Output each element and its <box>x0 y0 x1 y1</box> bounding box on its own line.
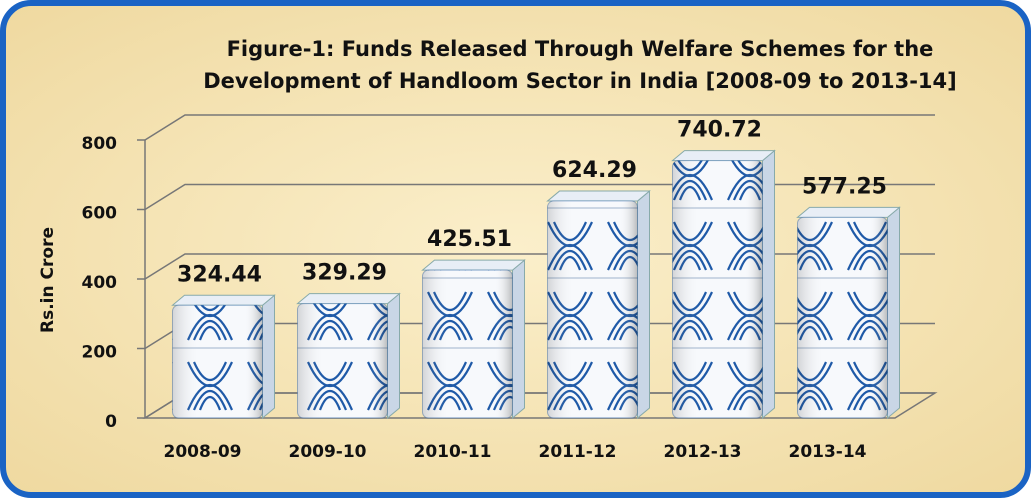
value-label: 324.44 <box>177 262 262 287</box>
bar-side <box>763 151 775 418</box>
chart-title: Figure-1: Funds Released Through Welfare… <box>227 37 934 61</box>
y-tick-label: 200 <box>82 343 118 363</box>
bar-shade <box>673 161 763 418</box>
bar-side <box>513 260 525 418</box>
bar-side <box>388 294 400 418</box>
bar-top <box>298 294 400 304</box>
bar-shade <box>298 304 388 418</box>
value-label: 577.25 <box>802 174 887 199</box>
x-tick-label: 2010-11 <box>413 442 491 462</box>
bar-side <box>263 295 275 418</box>
bar-shade <box>548 201 638 418</box>
bar-side <box>888 207 900 418</box>
bar-top <box>423 260 525 270</box>
y-tick-label: 400 <box>82 273 118 293</box>
bar-shade <box>798 217 888 418</box>
x-tick-label: 2013-14 <box>788 442 866 462</box>
bar-side <box>638 191 650 418</box>
chart: Figure-1: Funds Released Through Welfare… <box>0 0 1031 498</box>
value-label: 425.51 <box>427 227 512 252</box>
chart-title: Development of Handloom Sector in India … <box>203 69 956 93</box>
value-label: 329.29 <box>302 261 387 286</box>
bar-top <box>548 191 650 201</box>
y-tick-label: 0 <box>105 412 117 432</box>
bar-shade <box>423 270 513 418</box>
y-tick-label: 800 <box>82 134 118 154</box>
bar-shade <box>173 305 263 418</box>
x-tick-label: 2012-13 <box>663 442 741 462</box>
y-axis-label: Rs.in Crore <box>38 227 58 333</box>
x-tick-label: 2009-10 <box>288 442 366 462</box>
value-label: 624.29 <box>552 158 637 183</box>
x-tick-label: 2011-12 <box>538 442 616 462</box>
bar-top <box>673 151 775 161</box>
bar-top <box>173 295 275 305</box>
y-tick-label: 600 <box>82 204 118 224</box>
value-label: 740.72 <box>677 118 762 143</box>
bar-top <box>798 207 900 217</box>
x-tick-label: 2008-09 <box>163 442 241 462</box>
